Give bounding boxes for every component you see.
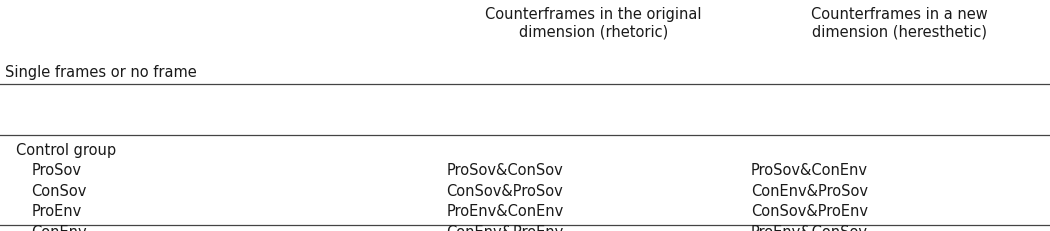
Text: ConSov&ProSov: ConSov&ProSov [446, 184, 563, 199]
Text: Single frames or no frame: Single frames or no frame [5, 65, 197, 80]
Text: ProSov&ConSov: ProSov&ConSov [446, 163, 563, 178]
Text: ProEnv&ConEnv: ProEnv&ConEnv [446, 204, 564, 219]
Text: Counterframes in a new
dimension (heresthetic): Counterframes in a new dimension (herest… [812, 7, 988, 39]
Text: ConEnv: ConEnv [32, 225, 87, 231]
Text: ProEnv&ConSov: ProEnv&ConSov [751, 225, 867, 231]
Text: ProEnv: ProEnv [32, 204, 82, 219]
Text: ConEnv&ProSov: ConEnv&ProSov [751, 184, 867, 199]
Text: Control group: Control group [16, 143, 116, 158]
Text: ProSov&ConEnv: ProSov&ConEnv [751, 163, 867, 178]
Text: Counterframes in the original
dimension (rhetoric): Counterframes in the original dimension … [485, 7, 701, 39]
Text: ConSov: ConSov [32, 184, 87, 199]
Text: ConEnv&ProEnv: ConEnv&ProEnv [446, 225, 564, 231]
Text: ConSov&ProEnv: ConSov&ProEnv [751, 204, 867, 219]
Text: ProSov: ProSov [32, 163, 82, 178]
